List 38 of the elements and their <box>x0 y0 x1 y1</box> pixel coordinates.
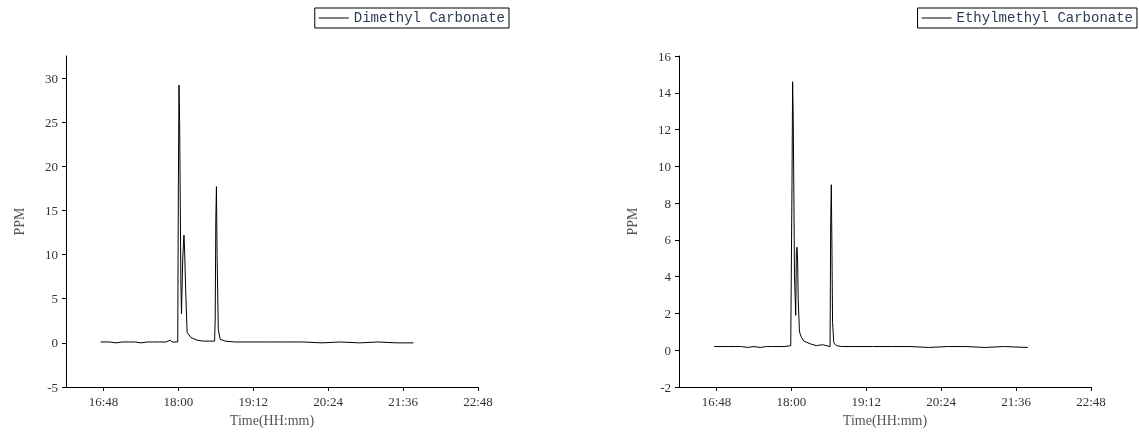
x-tick-label: 22:48 <box>1076 394 1106 409</box>
y-tick-label: 25 <box>45 114 58 130</box>
x-tick-label: 16:48 <box>88 394 119 409</box>
y-axis-title: PPM <box>11 206 27 236</box>
y-tick-label: 5 <box>51 291 58 307</box>
x-tick-label: 18:00 <box>776 394 807 409</box>
y-tick-label: 8 <box>664 195 671 211</box>
x-tick-label: 18:00 <box>163 394 194 409</box>
y-tick-label: 4 <box>664 269 672 285</box>
legend-label: Ethylmethyl Carbonate <box>956 10 1134 26</box>
x-tick-label: 20:24 <box>926 394 957 409</box>
y-tick-label: 2 <box>664 305 671 321</box>
y-tick-label: -2 <box>660 379 671 395</box>
x-tick-label: 20:24 <box>313 394 344 409</box>
y-tick-label: 20 <box>45 158 58 174</box>
y-tick-label: 0 <box>51 335 58 351</box>
x-tick-label: 16:48 <box>701 394 732 409</box>
y-tick-label: -5 <box>47 379 58 395</box>
y-tick-label: 12 <box>658 122 671 138</box>
y-axis-title: PPM <box>624 206 640 236</box>
y-tick-label: 16 <box>658 48 672 64</box>
x-tick-label: 19:12 <box>238 394 269 409</box>
x-tick-label: 19:12 <box>851 394 882 409</box>
line-series <box>100 84 414 344</box>
y-tick-label: 15 <box>45 202 58 218</box>
y-tick-label: 10 <box>658 158 671 174</box>
x-axis-title: Time(HH:mm) <box>842 412 928 429</box>
x-tick-label: 21:36 <box>1001 394 1032 409</box>
legend-label: Dimethyl Carbonate <box>353 10 506 26</box>
x-tick-label: 21:36 <box>388 394 419 409</box>
y-tick-label: 30 <box>45 70 58 86</box>
line-series <box>714 81 1028 348</box>
y-tick-label: 10 <box>45 247 58 263</box>
y-tick-label: 0 <box>664 342 671 358</box>
y-tick-label: 14 <box>658 85 672 101</box>
y-tick-label: 6 <box>664 232 672 248</box>
x-axis-title: Time(HH:mm) <box>229 412 315 429</box>
x-tick-label: 22:48 <box>463 394 493 409</box>
